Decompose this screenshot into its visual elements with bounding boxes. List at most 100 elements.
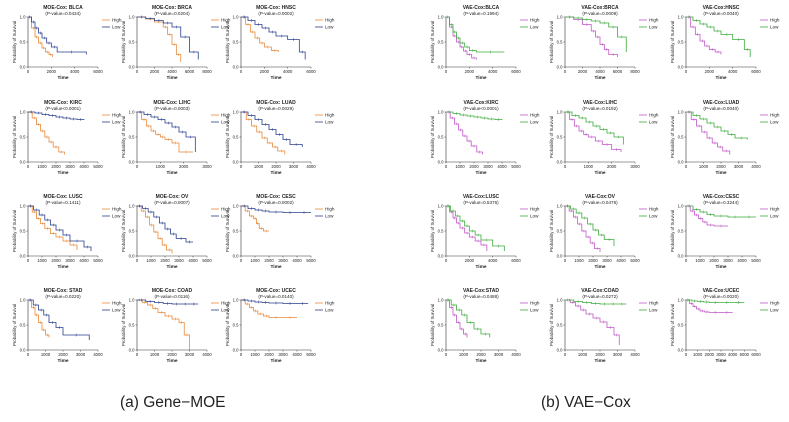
legend-label-high: High xyxy=(770,113,780,118)
panel-pvalue: (P-value=0.0002) xyxy=(258,200,294,205)
y-tick-label: 0.5 xyxy=(438,229,444,234)
x-tick-label: 0 xyxy=(136,352,139,357)
x-tick-label: 6000 xyxy=(751,352,761,357)
x-tick-label: 2000 xyxy=(465,258,475,263)
y-tick-label: 0.0 xyxy=(129,160,135,165)
x-tick-label: 3000 xyxy=(734,164,744,169)
legend-label-low: Low xyxy=(530,308,539,313)
km-curve-low xyxy=(241,16,306,60)
km-curve-high xyxy=(686,299,733,313)
km-curve-high xyxy=(137,205,173,254)
panel-pvalue: (P-value=0.0434) xyxy=(45,11,81,16)
y-tick-label: 0.5 xyxy=(129,323,135,328)
x-tick-label: 2000 xyxy=(578,69,588,74)
y-tick-label: 1.0 xyxy=(678,15,684,20)
y-tick-label: 0.0 xyxy=(438,65,444,70)
y-axis-label: Probability of Survival xyxy=(225,21,230,63)
x-axis-label: Time xyxy=(715,75,726,81)
km-panel-moe-ov: MOE-Cox: OV(P-value=0.0007)0.00.51.0Prob… xyxy=(121,194,231,270)
x-tick-label: 0 xyxy=(240,69,243,74)
km-panel-vae-ucec: VAE-Cox:UCEC(P-value=0.0020) 0.0 0.5 1.0Pro… xyxy=(670,288,780,364)
x-tick-label: 2000 xyxy=(716,164,726,169)
y-tick-label: 1.0 xyxy=(129,298,135,303)
panel-title: MOE-Cox: CESC xyxy=(256,194,296,200)
x-tick-label: 4000 xyxy=(79,164,89,169)
y-axis-label: Probability of Survival xyxy=(670,210,675,252)
y-tick-label: 0.5 xyxy=(557,135,563,140)
x-tick-label: 3000 xyxy=(174,258,184,263)
x-tick-label: 2000 xyxy=(260,69,270,74)
y-tick-label: 1.0 xyxy=(20,298,26,303)
x-axis-label: Time xyxy=(270,170,281,176)
x-tick-label: 1000 xyxy=(250,352,260,357)
legend-label-low: Low xyxy=(649,25,658,30)
y-tick-label: 0.5 xyxy=(129,135,135,140)
y-tick-label: 0.0 xyxy=(557,65,563,70)
km-curve-high xyxy=(28,16,53,57)
x-tick-label: 1000 xyxy=(254,164,264,169)
x-axis-label: Time xyxy=(475,264,486,270)
x-tick-label: 3000 xyxy=(483,164,493,169)
y-tick-label: 1.0 xyxy=(438,298,444,303)
y-tick-label: 1.0 xyxy=(233,204,239,209)
x-tick-label: 6000 xyxy=(613,69,623,74)
km-curve-high xyxy=(28,111,65,155)
x-tick-label: 0 xyxy=(564,352,567,357)
km-curve-high xyxy=(446,16,477,60)
legend-label-high: High xyxy=(221,18,231,23)
panel-pvalue: (P-value=0.0116) xyxy=(154,294,189,299)
x-axis-label: Time xyxy=(166,358,177,364)
x-tick-label: 8000 xyxy=(202,69,212,74)
km-curve-high xyxy=(565,111,622,152)
km-panel-vae-cesc: VAE-Cox:CESC(P-value=0.3244) 0.0 0.5 1.0Pro… xyxy=(670,194,780,270)
x-tick-label: 2000 xyxy=(51,258,61,263)
x-axis-label: Time xyxy=(715,358,726,364)
x-tick-label: 4000 xyxy=(751,164,761,169)
legend-label-low: Low xyxy=(325,25,334,30)
panel-title: VAE-Cox:HNSC xyxy=(703,5,740,11)
legend-label-low: Low xyxy=(649,308,658,313)
km-curve-high xyxy=(446,299,468,338)
legend-label-high: High xyxy=(530,113,540,118)
km-panel-moe-blca: MOE-Cox: BLCA(P-value=0.0434) 0.0 0.5 1.0Pr… xyxy=(12,5,122,81)
x-tick-label: 6000 xyxy=(511,258,521,263)
y-tick-label: 0.5 xyxy=(678,323,684,328)
panel-title: MOE-Cox: KIRC xyxy=(44,100,82,106)
panel-title: VAE-Cox:COAD xyxy=(581,288,619,294)
panel-title: VAE-Cox:OV xyxy=(585,194,616,200)
x-axis-label: Time xyxy=(715,264,726,270)
y-tick-label: 1.0 xyxy=(557,15,563,20)
x-axis-label: Time xyxy=(57,358,68,364)
y-tick-label: 0.0 xyxy=(438,348,444,353)
x-tick-label: 4000 xyxy=(167,69,177,74)
y-tick-label: 0.0 xyxy=(678,65,684,70)
y-axis-label: Probability of Survival xyxy=(549,304,554,346)
x-tick-label: 3000 xyxy=(602,258,612,263)
km-curve-high xyxy=(241,111,286,155)
y-tick-label: 0.5 xyxy=(438,40,444,45)
x-tick-label: 6000 xyxy=(511,69,521,74)
y-tick-label: 0.5 xyxy=(20,40,26,45)
x-tick-label: 1000 xyxy=(455,164,465,169)
legend-label-high: High xyxy=(770,18,780,23)
legend-label-high: High xyxy=(112,207,122,212)
legend-label-high: High xyxy=(770,207,780,212)
x-tick-label: 5000 xyxy=(93,258,103,263)
km-curve-low xyxy=(446,299,491,338)
x-tick-label: 5000 xyxy=(511,164,521,169)
x-tick-label: 0 xyxy=(685,164,688,169)
y-tick-label: 0.5 xyxy=(557,323,563,328)
panel-title: VAE-Cox:CESC xyxy=(703,194,740,200)
x-tick-label: 1000 xyxy=(695,258,705,263)
y-tick-label: 1.0 xyxy=(678,204,684,209)
y-axis-label: Probability of Survival xyxy=(430,304,435,346)
x-tick-label: 2000 xyxy=(179,164,189,169)
x-tick-label: 5000 xyxy=(202,258,212,263)
legend-label-high: High xyxy=(221,301,231,306)
x-axis-label: Time xyxy=(270,75,281,81)
x-tick-label: 3000 xyxy=(76,352,86,357)
km-curve-low xyxy=(565,299,627,305)
panel-title: MOE-Cox: STAD xyxy=(44,288,83,294)
x-tick-label: 0 xyxy=(564,164,567,169)
panel-pvalue: (P-value=0.0003) xyxy=(154,106,190,111)
